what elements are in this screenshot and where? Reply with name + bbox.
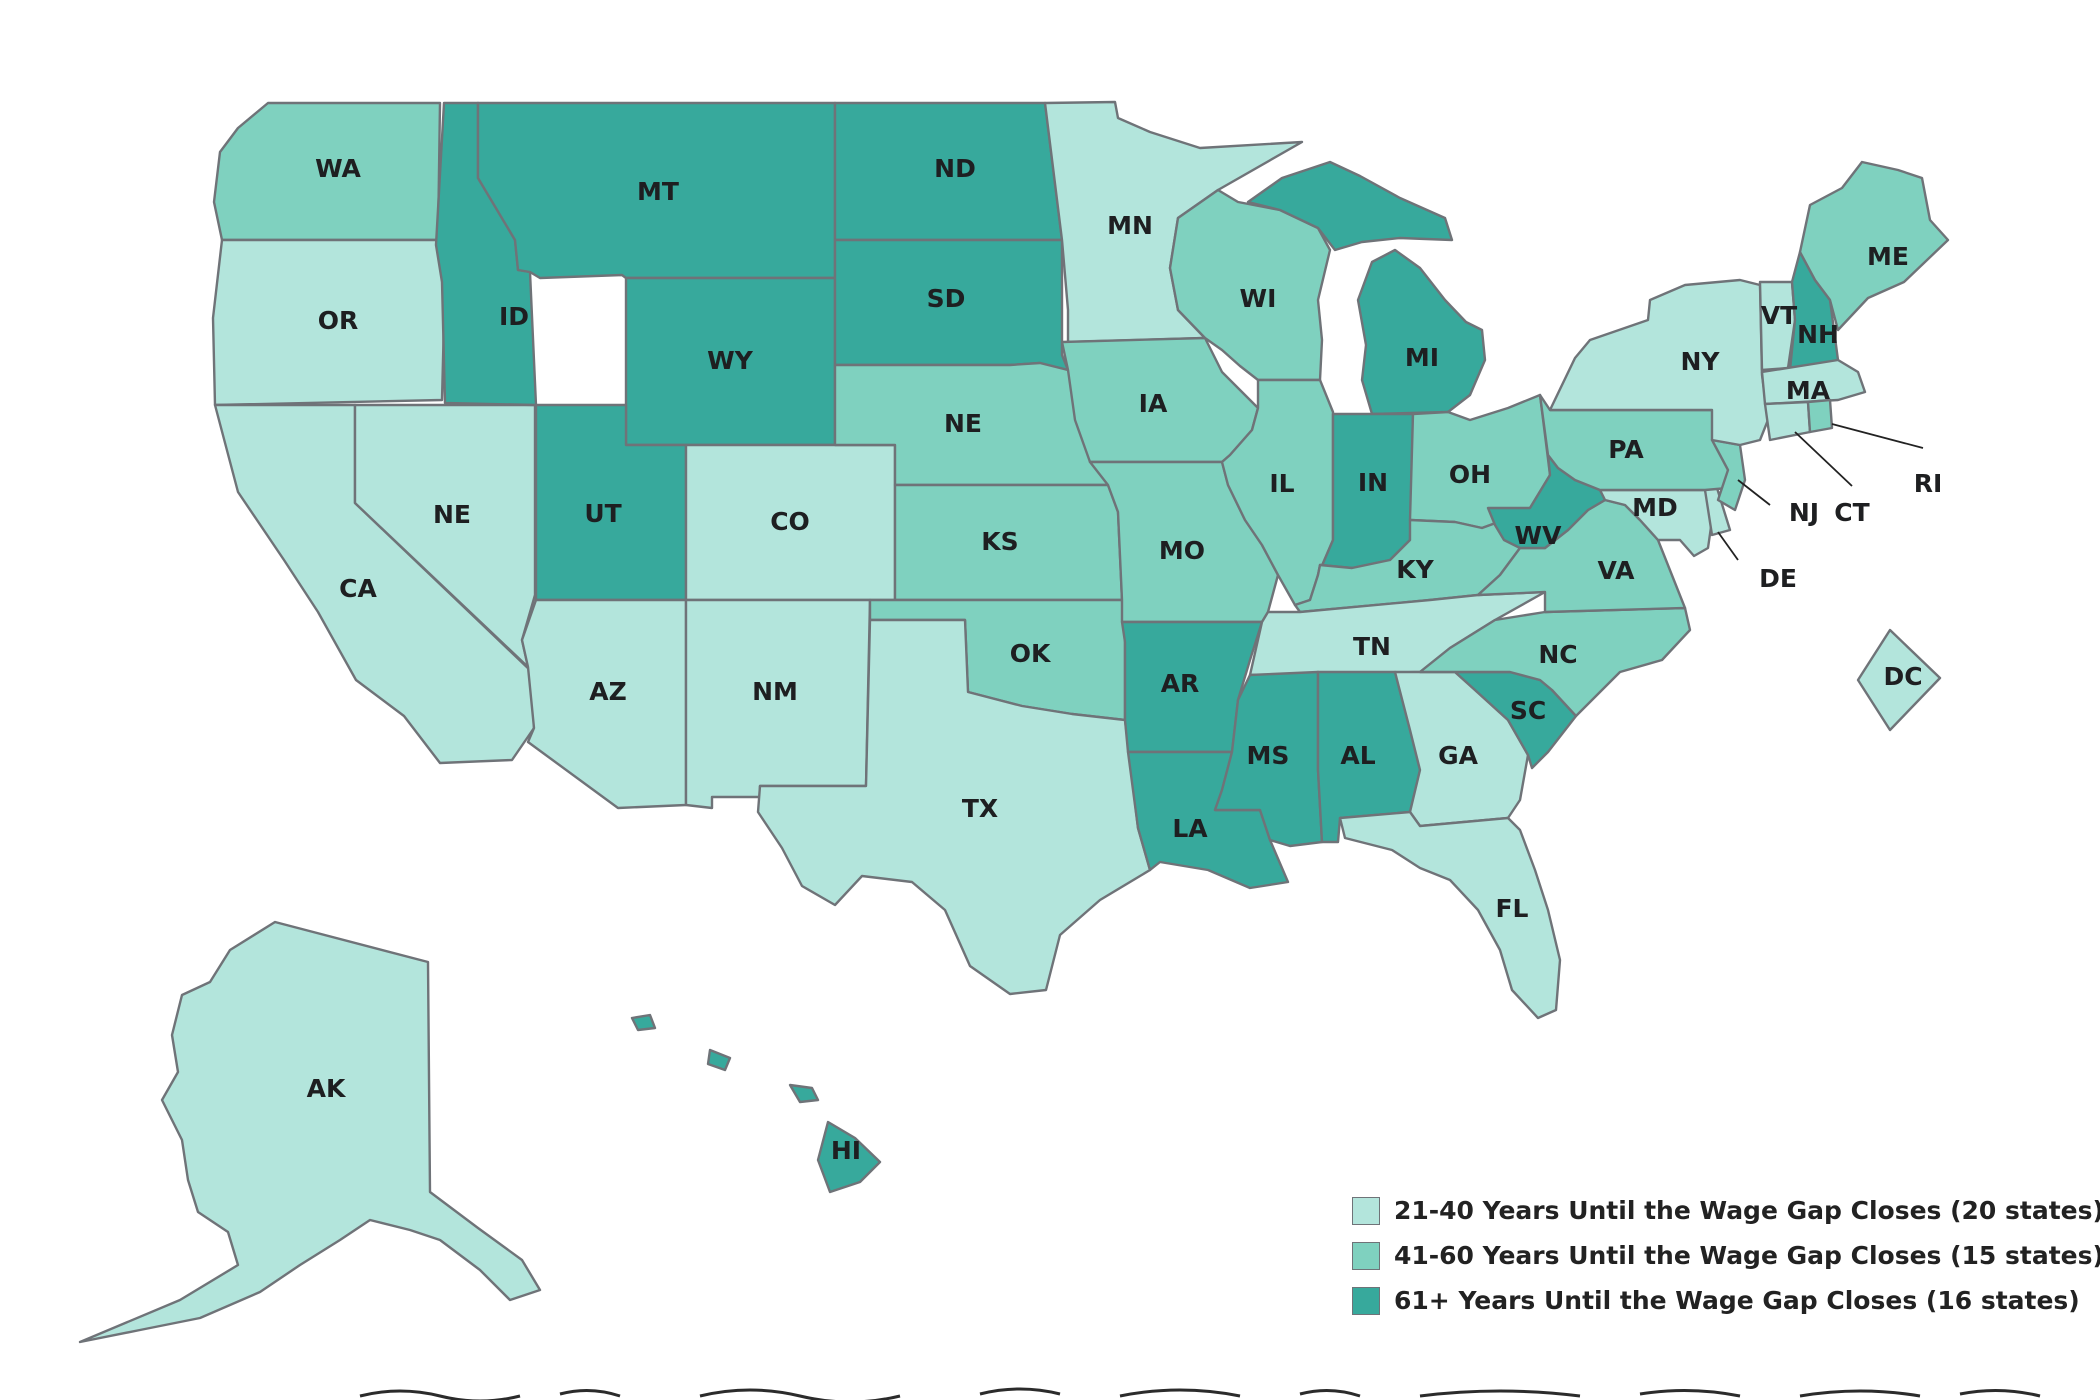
legend-item-21-40: 21-40 Years Until the Wage Gap Closes (2… bbox=[1352, 1188, 2100, 1233]
label-ms: MS bbox=[1247, 741, 1290, 770]
label-tn: TN bbox=[1353, 632, 1391, 661]
label-la: LA bbox=[1172, 814, 1208, 843]
label-oh: OH bbox=[1449, 460, 1491, 489]
label-ut: UT bbox=[584, 499, 621, 528]
leader-nj bbox=[1737, 479, 1771, 506]
state-wi[interactable] bbox=[1168, 188, 1332, 382]
legend-item-61-plus: 61+ Years Until the Wage Gap Closes (16 … bbox=[1352, 1278, 2080, 1323]
label-wy: WY bbox=[707, 346, 754, 375]
label-sd: SD bbox=[927, 284, 966, 313]
label-ma: MA bbox=[1786, 376, 1831, 405]
label-az: AZ bbox=[589, 677, 626, 706]
label-fl: FL bbox=[1495, 894, 1528, 923]
label-ga: GA bbox=[1438, 741, 1479, 770]
legend-label: 21-40 Years Until the Wage Gap Closes (2… bbox=[1394, 1196, 2100, 1225]
label-pa: PA bbox=[1608, 435, 1644, 464]
state-ct[interactable] bbox=[1763, 400, 1812, 442]
state-mi-upper[interactable] bbox=[1246, 160, 1454, 252]
label-ri: RI bbox=[1914, 469, 1943, 498]
state-ri[interactable] bbox=[1806, 398, 1834, 434]
state-fl[interactable] bbox=[1338, 810, 1562, 1020]
state-dc[interactable] bbox=[1856, 628, 1942, 732]
leader-ct bbox=[1794, 431, 1853, 487]
label-ia: IA bbox=[1139, 389, 1168, 418]
state-mi[interactable] bbox=[1356, 248, 1487, 416]
label-ok: OK bbox=[1010, 639, 1052, 668]
legend: 21-40 Years Until the Wage Gap Closes (2… bbox=[1352, 1188, 2100, 1323]
legend-item-41-60: 41-60 Years Until the Wage Gap Closes (1… bbox=[1352, 1233, 2100, 1278]
label-ak: AK bbox=[307, 1074, 347, 1103]
legend-swatch bbox=[1352, 1286, 1380, 1315]
state-tx[interactable] bbox=[756, 618, 1152, 996]
label-ct: CT bbox=[1834, 498, 1869, 527]
label-id: ID bbox=[499, 302, 529, 331]
state-hi-oahu[interactable] bbox=[706, 1048, 732, 1072]
label-wa: WA bbox=[315, 154, 361, 183]
label-mn: MN bbox=[1107, 211, 1153, 240]
label-ks: KS bbox=[981, 527, 1018, 556]
label-wi: WI bbox=[1240, 284, 1277, 313]
state-me[interactable] bbox=[1798, 160, 1950, 332]
label-nv: NE bbox=[433, 500, 471, 529]
label-va: VA bbox=[1598, 556, 1636, 585]
label-mt: MT bbox=[637, 177, 679, 206]
label-co: CO bbox=[770, 507, 810, 536]
label-in: IN bbox=[1358, 468, 1388, 497]
label-nc: NC bbox=[1538, 640, 1577, 669]
state-ak[interactable] bbox=[78, 920, 542, 1344]
label-ny: NY bbox=[1680, 347, 1720, 376]
label-ne: NE bbox=[944, 409, 982, 438]
leader-ri bbox=[1831, 423, 1924, 449]
state-hi-maui[interactable] bbox=[788, 1083, 820, 1104]
label-me: ME bbox=[1867, 242, 1909, 271]
label-wv: WV bbox=[1515, 521, 1563, 550]
legend-label: 41-60 Years Until the Wage Gap Closes (1… bbox=[1394, 1241, 2100, 1270]
label-mi: MI bbox=[1405, 343, 1439, 372]
state-nc[interactable] bbox=[1418, 606, 1692, 718]
label-nd: ND bbox=[934, 154, 976, 183]
label-sc: SC bbox=[1510, 696, 1546, 725]
legend-label: 61+ Years Until the Wage Gap Closes (16 … bbox=[1394, 1286, 2080, 1315]
label-vt: VT bbox=[1761, 301, 1797, 330]
cropped-caption-text bbox=[359, 1387, 2041, 1400]
label-md: MD bbox=[1632, 493, 1678, 522]
label-or: OR bbox=[318, 306, 359, 335]
label-ar: AR bbox=[1161, 669, 1200, 698]
label-nh: NH bbox=[1797, 320, 1839, 349]
label-hi: HI bbox=[831, 1136, 861, 1165]
label-de: DE bbox=[1759, 564, 1797, 593]
label-il: IL bbox=[1269, 469, 1294, 498]
leader-de bbox=[1717, 531, 1739, 561]
label-tx: TX bbox=[962, 794, 998, 823]
legend-swatch bbox=[1352, 1196, 1380, 1225]
label-mo: MO bbox=[1159, 536, 1205, 565]
legend-swatch bbox=[1352, 1241, 1380, 1270]
label-ky: KY bbox=[1396, 555, 1434, 584]
state-hi[interactable] bbox=[816, 1120, 882, 1194]
label-nj: NJ bbox=[1789, 498, 1819, 527]
label-al: AL bbox=[1340, 741, 1375, 770]
callout-leaders bbox=[1717, 423, 1924, 561]
label-dc: DC bbox=[1883, 662, 1922, 691]
state-hi-kauai[interactable] bbox=[630, 1013, 657, 1032]
label-nm: NM bbox=[752, 677, 798, 706]
state-wa[interactable] bbox=[212, 101, 442, 242]
label-ca: CA bbox=[339, 574, 377, 603]
